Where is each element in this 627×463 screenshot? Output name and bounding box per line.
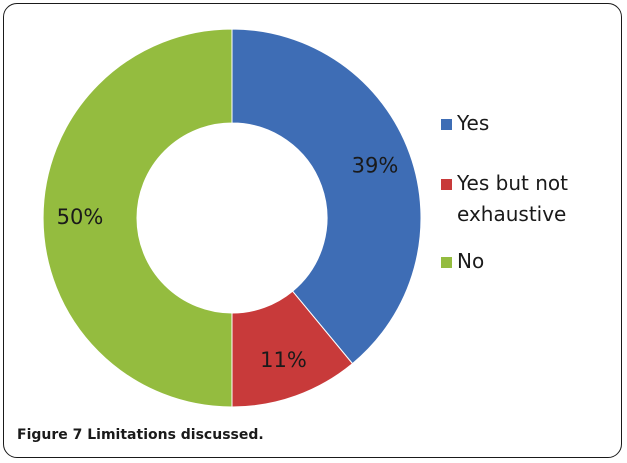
donut-labels: 39% 11% 50% xyxy=(57,154,399,373)
legend-item-no: No xyxy=(441,246,621,277)
slice-label-yes: 39% xyxy=(352,154,399,178)
figure-caption: Figure 7 Limitations discussed. xyxy=(17,427,264,443)
slice-label-no: 50% xyxy=(57,205,104,229)
legend-label-yes: Yes xyxy=(457,111,490,135)
legend-swatch-yes-but-not-exhaustive xyxy=(441,179,452,190)
legend-label-yes-but-not-exhaustive: Yes but not exhaustive xyxy=(457,171,568,226)
donut-slices xyxy=(42,28,422,408)
legend-label-no: No xyxy=(457,249,485,273)
slice-label-yes-but-not-exhaustive: 11% xyxy=(260,348,307,372)
legend-swatch-yes xyxy=(441,119,452,130)
donut-slice-no xyxy=(42,28,233,408)
figure-caption-text: Limitations discussed. xyxy=(87,427,264,443)
donut-slice-yes xyxy=(231,28,422,365)
legend-item-yes: Yes xyxy=(441,108,621,139)
chart-legend: Yes Yes but not exhaustive No xyxy=(441,108,621,277)
legend-item-yes-but-not-exhaustive: Yes but not exhaustive xyxy=(441,168,621,230)
legend-swatch-no xyxy=(441,257,452,268)
figure-caption-prefix: Figure 7 xyxy=(17,427,83,443)
